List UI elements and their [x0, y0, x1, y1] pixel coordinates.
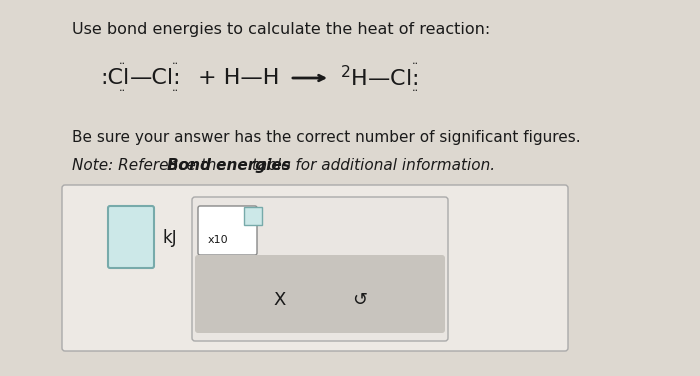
- Text: Note: Reference the: Note: Reference the: [72, 158, 230, 173]
- Text: + H—H: + H—H: [198, 68, 279, 88]
- FancyBboxPatch shape: [244, 207, 262, 225]
- Text: —Cl:: —Cl:: [130, 68, 181, 88]
- FancyBboxPatch shape: [62, 185, 568, 351]
- Text: x10: x10: [208, 235, 229, 245]
- FancyBboxPatch shape: [198, 206, 257, 255]
- Text: ⋅⋅: ⋅⋅: [172, 59, 178, 69]
- Text: kJ: kJ: [162, 229, 176, 247]
- FancyBboxPatch shape: [192, 197, 448, 341]
- Text: Use bond energies to calculate the heat of reaction:: Use bond energies to calculate the heat …: [72, 22, 490, 37]
- Text: Bond energies: Bond energies: [167, 158, 291, 173]
- Text: table for additional information.: table for additional information.: [247, 158, 495, 173]
- Text: ⋅⋅: ⋅⋅: [412, 86, 419, 96]
- Text: ⋅⋅: ⋅⋅: [412, 59, 419, 69]
- Text: X: X: [274, 291, 286, 309]
- Text: $^2$H—Cl:: $^2$H—Cl:: [340, 65, 419, 91]
- FancyBboxPatch shape: [108, 206, 154, 268]
- Text: Be sure your answer has the correct number of significant figures.: Be sure your answer has the correct numb…: [72, 130, 580, 145]
- FancyBboxPatch shape: [195, 255, 445, 333]
- Text: ↺: ↺: [352, 291, 368, 309]
- Text: :Cl: :Cl: [100, 68, 130, 88]
- Text: ⋅⋅: ⋅⋅: [118, 86, 125, 96]
- Text: ⋅⋅: ⋅⋅: [172, 86, 178, 96]
- Text: ⋅⋅: ⋅⋅: [118, 59, 125, 69]
